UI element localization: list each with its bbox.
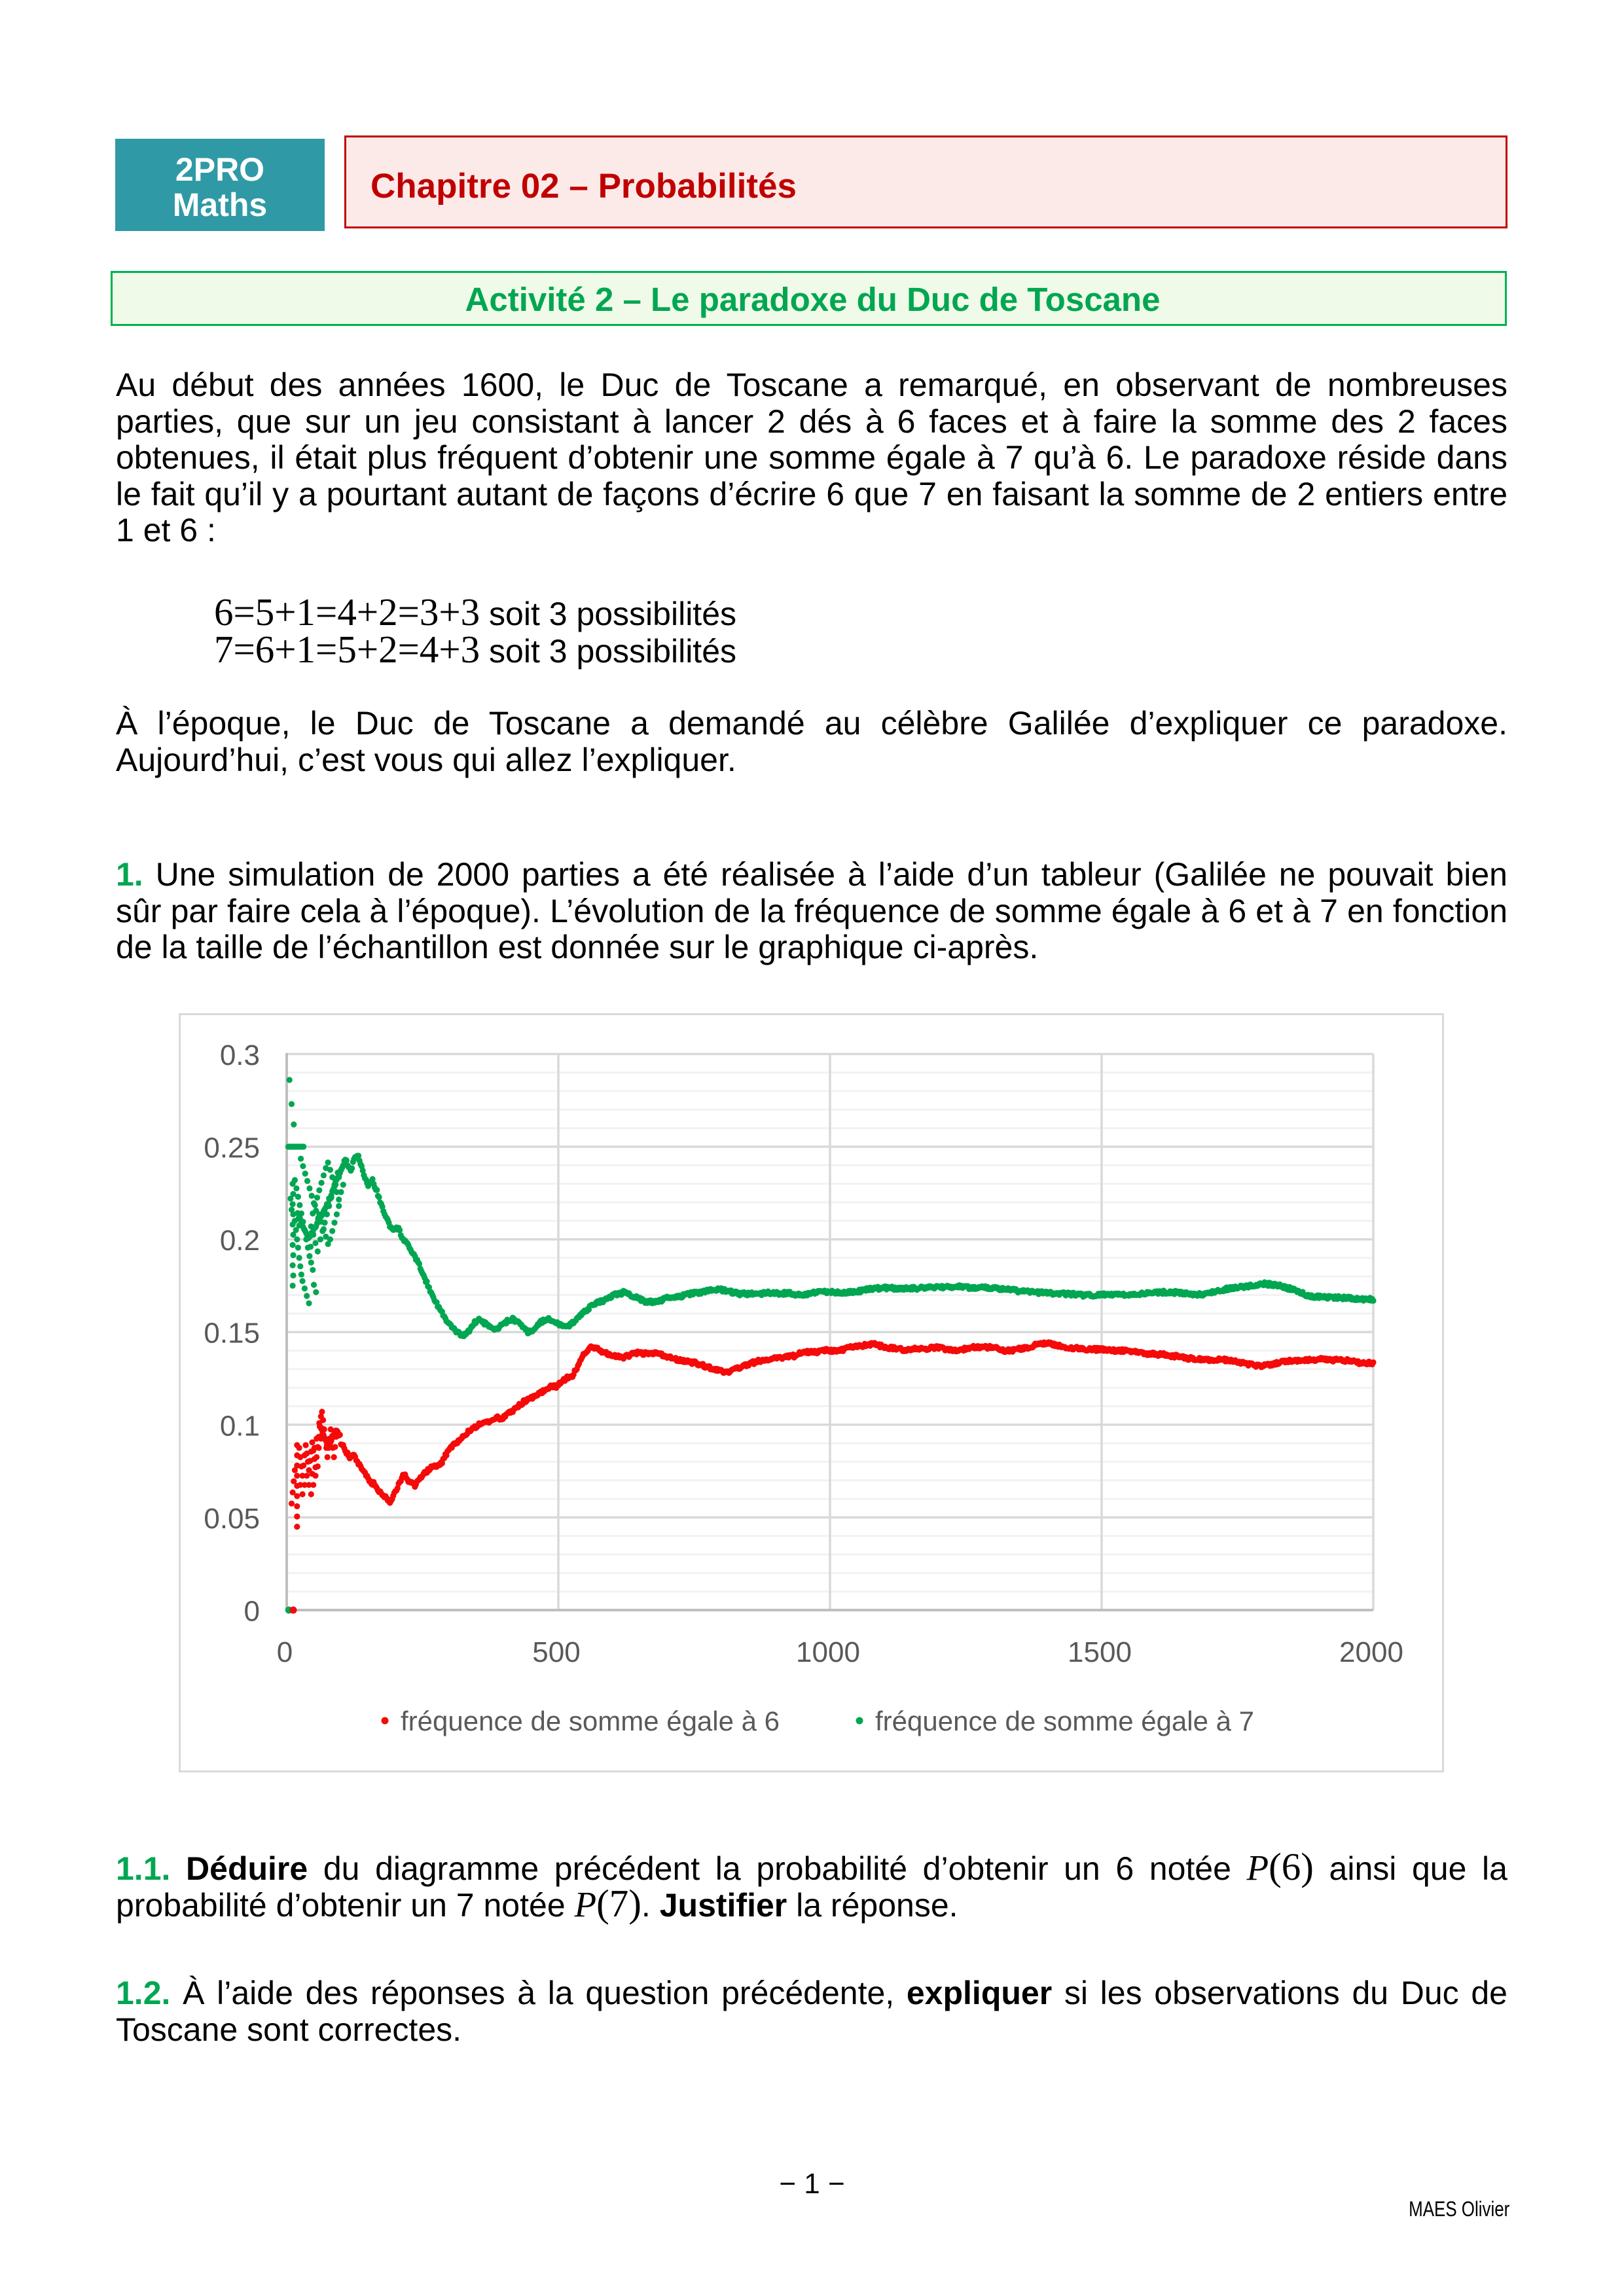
svg-text:1500: 1500 — [1068, 1636, 1132, 1668]
svg-text:0.3: 0.3 — [220, 1039, 260, 1071]
svg-text:1000: 1000 — [796, 1636, 860, 1668]
svg-text:0.1: 0.1 — [220, 1410, 260, 1442]
svg-text:500: 500 — [532, 1636, 580, 1668]
svg-text:0: 0 — [277, 1636, 293, 1668]
svg-text:fréquence de somme égale à 6: fréquence de somme égale à 6 — [401, 1706, 780, 1736]
svg-text:0.2: 0.2 — [220, 1225, 260, 1257]
svg-text:0.05: 0.05 — [204, 1503, 260, 1535]
svg-text:fréquence de somme égale à 7: fréquence de somme égale à 7 — [875, 1706, 1254, 1736]
svg-text:2000: 2000 — [1339, 1636, 1403, 1668]
svg-text:0.15: 0.15 — [204, 1318, 260, 1350]
svg-text:0: 0 — [244, 1596, 260, 1628]
svg-text:0.25: 0.25 — [204, 1132, 260, 1164]
